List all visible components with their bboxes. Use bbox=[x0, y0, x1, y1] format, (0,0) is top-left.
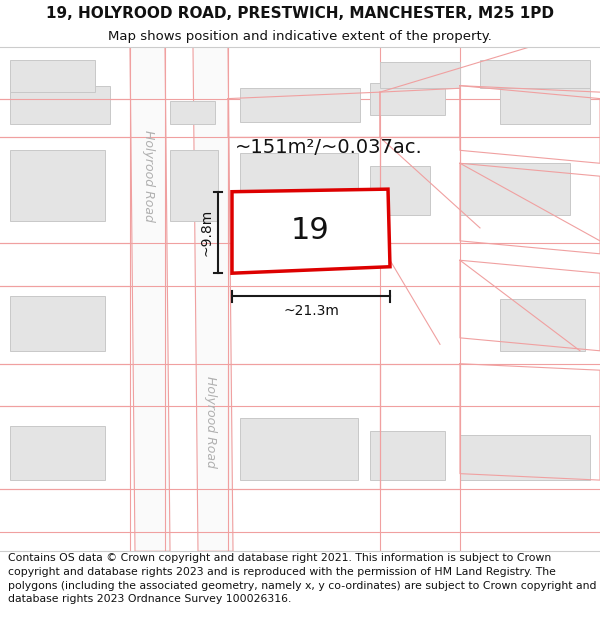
Bar bbox=[240, 153, 358, 218]
Polygon shape bbox=[232, 189, 390, 273]
Text: ~9.8m: ~9.8m bbox=[199, 209, 213, 256]
Text: ~151m²/~0.037ac.: ~151m²/~0.037ac. bbox=[235, 138, 423, 157]
Bar bbox=[170, 101, 215, 124]
Bar bbox=[500, 299, 585, 351]
Text: ~21.3m: ~21.3m bbox=[283, 304, 339, 318]
Bar bbox=[460, 163, 570, 215]
Bar bbox=[240, 88, 360, 122]
Bar bbox=[10, 86, 110, 124]
Text: 19: 19 bbox=[291, 216, 330, 245]
Bar bbox=[370, 431, 445, 480]
Bar bbox=[10, 296, 105, 351]
Bar bbox=[500, 88, 590, 124]
Text: Contains OS data © Crown copyright and database right 2021. This information is : Contains OS data © Crown copyright and d… bbox=[8, 554, 596, 604]
Text: Holyrood Road: Holyrood Road bbox=[203, 376, 217, 468]
Bar bbox=[370, 166, 430, 215]
Text: Map shows position and indicative extent of the property.: Map shows position and indicative extent… bbox=[108, 30, 492, 43]
Text: Holyrood Road: Holyrood Road bbox=[142, 130, 155, 222]
Polygon shape bbox=[130, 47, 170, 551]
Bar bbox=[460, 435, 590, 480]
Text: 19, HOLYROOD ROAD, PRESTWICH, MANCHESTER, M25 1PD: 19, HOLYROOD ROAD, PRESTWICH, MANCHESTER… bbox=[46, 6, 554, 21]
Bar bbox=[480, 60, 590, 88]
Bar bbox=[10, 426, 105, 480]
Bar bbox=[10, 151, 105, 221]
Bar bbox=[370, 83, 445, 116]
Bar bbox=[170, 151, 218, 221]
Bar bbox=[10, 60, 95, 92]
Bar bbox=[380, 62, 460, 88]
Bar bbox=[240, 418, 358, 480]
Polygon shape bbox=[193, 47, 233, 551]
